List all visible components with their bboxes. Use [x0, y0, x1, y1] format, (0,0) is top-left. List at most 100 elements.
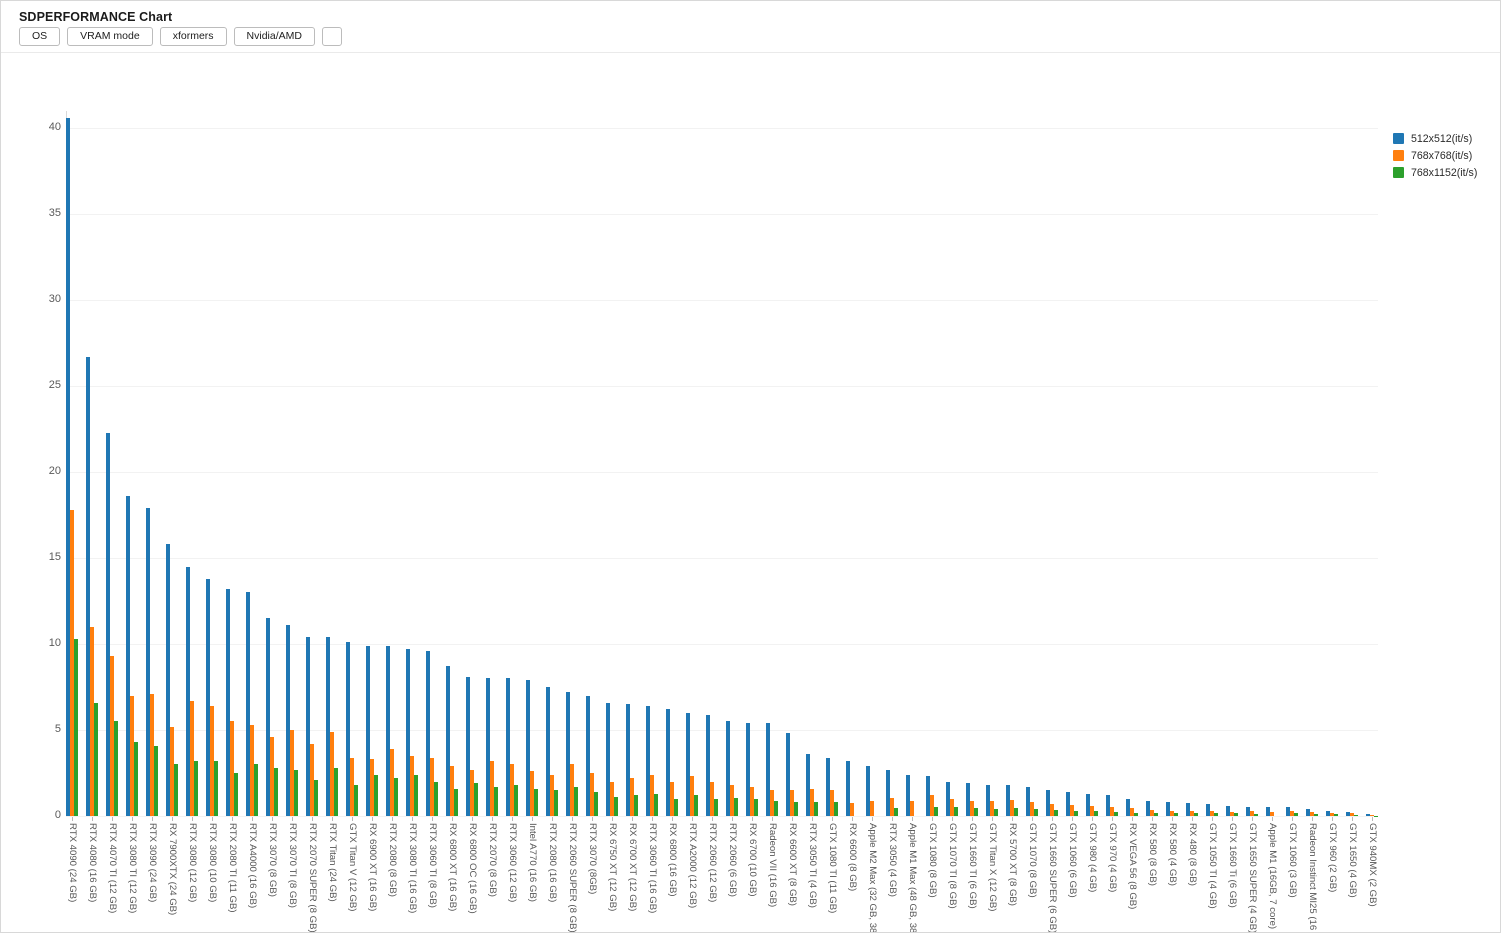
bar-series-1[interactable]	[1170, 810, 1174, 816]
bar-group[interactable]	[326, 111, 338, 816]
bar-group[interactable]	[446, 111, 458, 816]
bar-group[interactable]	[186, 111, 198, 816]
bar-series-0[interactable]	[546, 687, 550, 816]
bar-group[interactable]	[486, 111, 498, 816]
bar-group[interactable]	[926, 111, 938, 816]
bar-series-2[interactable]	[534, 788, 538, 816]
bar-group[interactable]	[946, 111, 958, 816]
bar-group[interactable]	[826, 111, 838, 816]
bar-series-1[interactable]	[910, 801, 914, 816]
bar-series-1[interactable]	[1230, 811, 1234, 816]
bar-series-1[interactable]	[190, 700, 194, 816]
bar-series-1[interactable]	[750, 786, 754, 816]
bar-series-2[interactable]	[634, 795, 638, 816]
bar-series-1[interactable]	[310, 743, 314, 816]
bar-series-0[interactable]	[106, 432, 110, 816]
os-button[interactable]: OS	[19, 27, 61, 46]
bar-series-1[interactable]	[350, 757, 354, 816]
bar-group[interactable]	[386, 111, 398, 816]
bar-group[interactable]	[1106, 111, 1118, 816]
bar-group[interactable]	[686, 111, 698, 816]
bar-series-0[interactable]	[826, 757, 830, 816]
bar-group[interactable]	[1086, 111, 1098, 816]
bar-series-2[interactable]	[494, 786, 498, 816]
bar-series-2[interactable]	[294, 769, 298, 816]
bar-group[interactable]	[466, 111, 478, 816]
bar-series-1[interactable]	[1270, 811, 1274, 816]
bar-series-0[interactable]	[146, 508, 150, 816]
bar-series-0[interactable]	[806, 754, 810, 816]
bar-series-1[interactable]	[570, 764, 574, 816]
bar-group[interactable]	[506, 111, 518, 816]
bar-group[interactable]	[786, 111, 798, 816]
bar-group[interactable]	[886, 111, 898, 816]
bar-group[interactable]	[306, 111, 318, 816]
bar-series-0[interactable]	[1066, 791, 1070, 816]
bar-series-1[interactable]	[470, 769, 474, 816]
bar-series-2[interactable]	[574, 786, 578, 816]
bar-series-2[interactable]	[1354, 814, 1358, 816]
bar-group[interactable]	[1166, 111, 1178, 816]
bar-series-0[interactable]	[626, 704, 630, 816]
bar-series-1[interactable]	[170, 726, 174, 816]
bar-series-0[interactable]	[846, 760, 850, 816]
bar-series-0[interactable]	[1346, 811, 1350, 816]
bar-series-2[interactable]	[374, 774, 378, 816]
bar-series-0[interactable]	[1026, 786, 1030, 816]
legend-item[interactable]: 768x1152(it/s)	[1393, 166, 1477, 179]
bar-series-0[interactable]	[1046, 790, 1050, 816]
bar-series-0[interactable]	[246, 592, 250, 816]
bar-series-0[interactable]	[1206, 803, 1210, 816]
bar-group[interactable]	[626, 111, 638, 816]
bar-series-1[interactable]	[430, 757, 434, 816]
bar-series-1[interactable]	[390, 748, 394, 816]
bar-series-0[interactable]	[1126, 798, 1130, 816]
bar-group[interactable]	[126, 111, 138, 816]
bar-series-1[interactable]	[370, 759, 374, 816]
bar-series-1[interactable]	[770, 790, 774, 816]
bar-series-2[interactable]	[714, 798, 718, 816]
bar-series-1[interactable]	[690, 776, 694, 816]
bar-series-1[interactable]	[790, 790, 794, 816]
bar-group[interactable]	[846, 111, 858, 816]
bar-group[interactable]	[1286, 111, 1298, 816]
bar-series-2[interactable]	[1234, 813, 1238, 816]
bar-series-0[interactable]	[766, 723, 770, 816]
bar-group[interactable]	[1326, 111, 1338, 816]
bar-series-2[interactable]	[894, 808, 898, 816]
vram-mode-button[interactable]: VRAM mode	[67, 27, 153, 46]
bar-series-0[interactable]	[206, 578, 210, 816]
bar-series-1[interactable]	[330, 731, 334, 816]
bar-series-1[interactable]	[1350, 813, 1354, 816]
bar-series-1[interactable]	[410, 755, 414, 816]
bar-group[interactable]	[566, 111, 578, 816]
bar-group[interactable]	[86, 111, 98, 816]
bar-group[interactable]	[286, 111, 298, 816]
bar-series-2[interactable]	[254, 764, 258, 816]
bar-series-2[interactable]	[1314, 814, 1318, 816]
bar-group[interactable]	[646, 111, 658, 816]
bar-series-2[interactable]	[314, 779, 318, 816]
bar-series-1[interactable]	[1330, 812, 1334, 816]
bar-series-0[interactable]	[526, 680, 530, 816]
bar-series-0[interactable]	[226, 589, 230, 816]
bar-group[interactable]	[986, 111, 998, 816]
bar-series-2[interactable]	[134, 742, 138, 816]
bar-series-1[interactable]	[1050, 803, 1054, 816]
bar-group[interactable]	[166, 111, 178, 816]
bar-series-1[interactable]	[450, 766, 454, 816]
bar-group[interactable]	[266, 111, 278, 816]
bar-series-1[interactable]	[1250, 810, 1254, 816]
bar-group[interactable]	[1346, 111, 1358, 816]
bar-group[interactable]	[906, 111, 918, 816]
bar-group[interactable]	[1306, 111, 1318, 816]
bar-series-2[interactable]	[1214, 813, 1218, 816]
bar-series-1[interactable]	[290, 730, 294, 816]
bar-series-1[interactable]	[1010, 799, 1014, 816]
blank-button[interactable]	[321, 27, 342, 46]
bar-series-0[interactable]	[1146, 800, 1150, 816]
bar-series-1[interactable]	[950, 798, 954, 816]
bar-group[interactable]	[1186, 111, 1198, 816]
bar-series-0[interactable]	[66, 117, 70, 816]
bar-series-2[interactable]	[74, 638, 78, 816]
